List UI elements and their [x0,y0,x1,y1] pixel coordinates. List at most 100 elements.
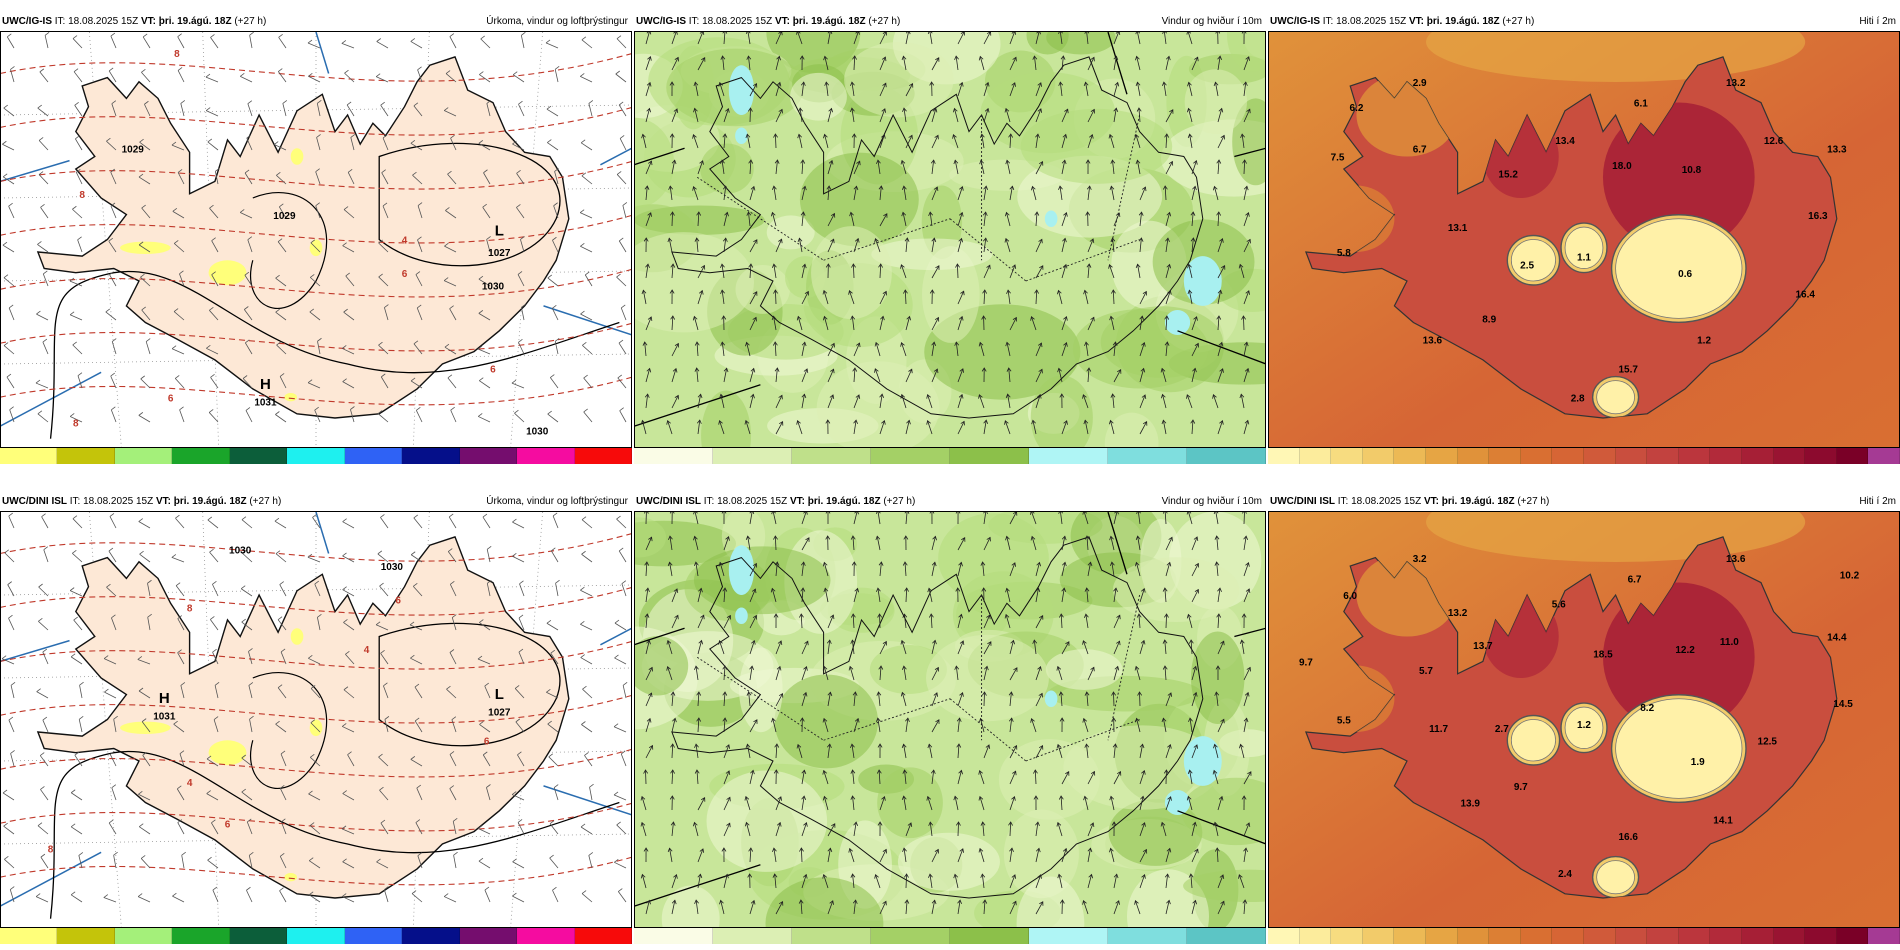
vt-label: VT: [1406,16,1427,27]
map-precip[interactable]: H 1031 L 1027 8 8 6 4 6 4 6 1030 1030 [0,512,632,927]
temperature-label: 13.1 [1448,223,1468,234]
contour-label: 4 [364,645,370,656]
temperature-label: 13.2 [1448,608,1468,619]
map-temp[interactable]: 13.2 2.9 6.2 6.1 6.7 13.4 12.6 7.5 15.2 18.0 10.8 1… [1268,32,1900,447]
lead-time: (+27 h) [246,496,282,507]
map-canvas: H 1031 L 1027 8 8 6 4 6 4 6 1030 1030 [0,512,632,927]
panel-header: UWC/IG-IS IT: 18.08.2025 15Z VT: þri. 19… [0,14,632,30]
init-time: 18.08.2025 15Z [68,16,139,27]
legend-swatch [1520,448,1553,464]
panel-title: Vindur og hviður í 10m [1161,16,1262,27]
legend-swatch [1583,448,1616,464]
forecast-panel-precip: UWC/DINI ISL IT: 18.08.2025 15Z VT: þri.… [0,494,632,944]
temperature-label: 10.8 [1682,165,1702,176]
temperature-label: 14.5 [1833,699,1853,710]
vt-label: VT: [772,16,793,27]
contour-label: 1029 [273,211,296,222]
contour-label: 1030 [381,562,404,573]
temperature-label: 15.2 [1498,169,1518,180]
map-canvas: 3.2 13.6 6.7 10.2 6.0 13.2 5.6 13.7 18.5 12.2 11.0… [1268,512,1900,927]
temperature-label: 5.8 [1337,248,1351,259]
legend-swatch [1489,928,1521,944]
panel-title: Úrkoma, vindur og loftþrýstingur [486,16,628,27]
panel-header: UWC/IG-IS IT: 18.08.2025 15Z VT: þri. 19… [1268,14,1900,30]
temperature-label: 2.8 [1571,393,1585,404]
pressure-center-label: H [159,690,170,707]
it-label: IT: [67,496,84,507]
panel-title: Hiti í 2m [1859,16,1896,27]
it-label: IT: [52,16,69,27]
contour-label: 6 [168,393,174,404]
contour-label: 6 [402,269,408,280]
legend-swatch [1331,448,1363,464]
legend-swatch [1029,448,1108,464]
legend-swatch [1299,928,1332,944]
legend-swatch [402,448,460,464]
legend-swatch [1615,448,1648,464]
vt-label: VT: [1421,496,1442,507]
legend-colorbar [1268,928,1900,944]
legend-swatch [1583,928,1616,944]
temperature-label: 16.4 [1795,290,1815,301]
legend-swatch [1647,928,1679,944]
legend-swatch [1552,928,1584,944]
legend-swatch [1836,928,1869,944]
legend-swatch [459,928,518,944]
contour-label: 4 [402,236,408,247]
legend-swatch [792,448,871,464]
panel-header: UWC/DINI ISL IT: 18.08.2025 15Z VT: þri.… [1268,494,1900,510]
contour-label: 1031 [254,398,277,409]
map-temp[interactable]: 3.2 13.6 6.7 10.2 6.0 13.2 5.6 13.7 18.5 12.2 11.0… [1268,512,1900,927]
map-precip[interactable]: 1029 L 1027 H 1031 8 8 6 4 6 6 8 1030 1029 1030 [0,32,632,447]
temperature-label: 12.5 [1758,736,1778,747]
legend-swatch [1678,448,1711,464]
legend-swatch [713,928,792,944]
legend-swatch [1108,448,1187,464]
temperature-label: 9.7 [1514,782,1528,793]
valid-time: þri. 19.ágú. 18Z [792,16,866,27]
forecast-panel-wind: UWC/IG-IS IT: 18.08.2025 15Z VT: þri. 19… [634,14,1266,464]
temperature-label: 1.2 [1577,720,1591,731]
legend-swatch [950,928,1029,944]
model-name: UWC/IG-IS [636,16,686,27]
model-name: UWC/DINI ISL [2,496,67,507]
legend-swatch [1552,448,1584,464]
map-canvas: 1029 L 1027 H 1031 8 8 6 4 6 6 8 1030 1029 1030 [0,32,632,447]
temperature-label: 0.6 [1678,269,1692,280]
contour-label: 8 [174,49,180,60]
contour-label: 6 [225,819,231,830]
legend-swatch [634,448,713,464]
map-wind[interactable] [634,512,1266,927]
pressure-center-label: L [495,222,504,239]
init-time: 18.08.2025 15Z [83,496,154,507]
init-time: 18.08.2025 15Z [717,496,788,507]
legend-swatch [1836,448,1869,464]
legend-swatch [1425,928,1458,944]
legend-swatch [1187,448,1266,464]
legend-swatch [1268,928,1300,944]
legend-colorbar [0,928,632,944]
legend-swatch [287,448,345,464]
contour-label: 6 [490,364,496,375]
lead-time: (+27 h) [231,16,267,27]
legend-swatch [574,928,632,944]
legend-swatch [871,928,950,944]
map-wind[interactable] [634,32,1266,447]
temperature-label: 13.7 [1473,641,1493,652]
panel-header: UWC/IG-IS IT: 18.08.2025 15Z VT: þri. 19… [634,14,1266,30]
forecast-panel-precip: UWC/IG-IS IT: 18.08.2025 15Z VT: þri. 19… [0,14,632,464]
temperature-label: 14.4 [1827,633,1847,644]
legend-swatch [634,928,713,944]
legend-swatch [344,448,403,464]
legend-swatch [114,928,173,944]
legend-swatch [1741,448,1774,464]
temperature-label: 18.0 [1612,161,1632,172]
valid-time: þri. 19.ágú. 18Z [158,16,232,27]
panel-header: UWC/DINI ISL IT: 18.08.2025 15Z VT: þri.… [634,494,1266,510]
it-label: IT: [701,496,718,507]
temperature-label: 11.7 [1429,724,1448,735]
vt-label: VT: [153,496,174,507]
legend-swatch [1773,448,1806,464]
temperature-label: 6.7 [1628,575,1642,586]
temperature-label: 13.9 [1461,799,1481,810]
